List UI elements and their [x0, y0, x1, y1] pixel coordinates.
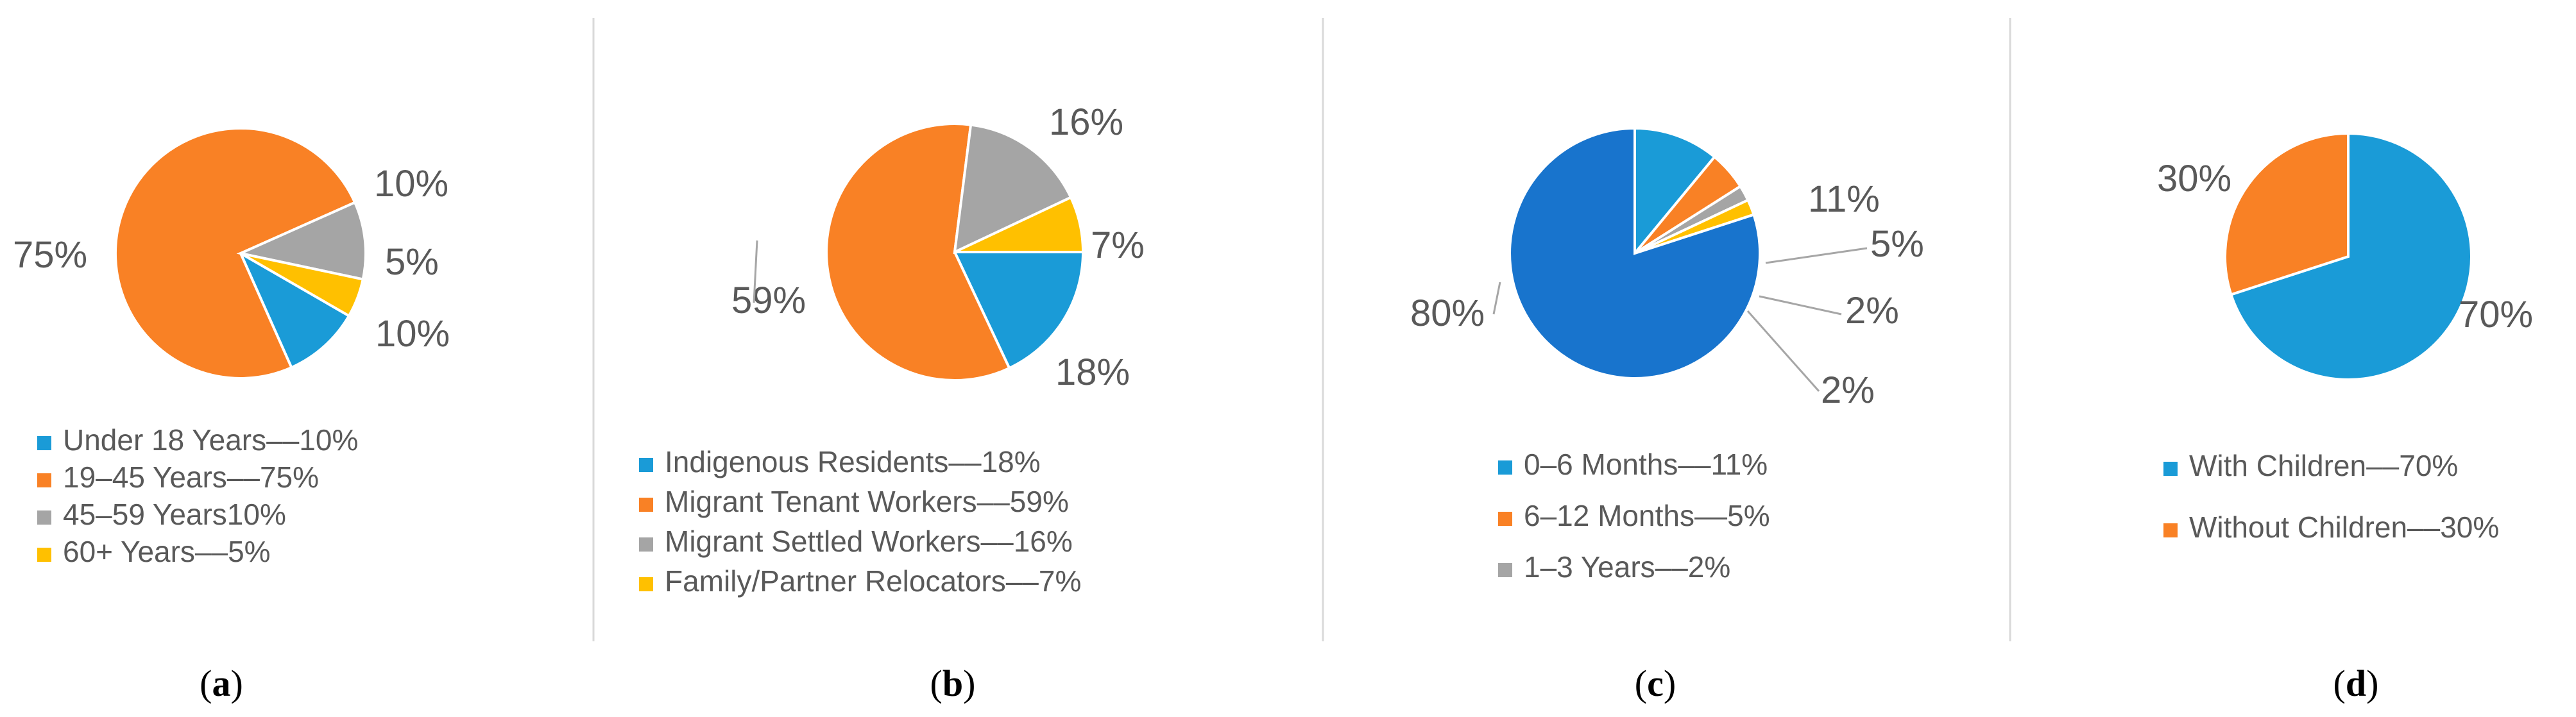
- legend-swatch: [1498, 512, 1512, 526]
- pie-slice: [1633, 126, 1717, 257]
- pie-chart-b: 18% 59% 16% 7% Indigenous Residents––18% Migr…: [639, 101, 1145, 704]
- pie-slice: [240, 252, 365, 318]
- slice-percent-label: 7%: [1091, 224, 1145, 266]
- legend-swatch: [37, 473, 51, 487]
- pie-slice: [953, 123, 1073, 255]
- slice-percent-label: 2%: [1845, 290, 1899, 332]
- panel-caption: (a): [200, 662, 243, 704]
- legend-label: Without Children––30%: [2189, 510, 2499, 544]
- slice-percent-label: 18%: [1055, 351, 1130, 393]
- legend-label: Migrant Settled Workers––16%: [665, 525, 1073, 558]
- panel-caption: (d): [2333, 662, 2379, 704]
- legend-label: Family/Partner Relocators––7%: [665, 564, 1081, 598]
- slice-percent-label: 16%: [1049, 101, 1123, 143]
- pie-slice: [825, 122, 1011, 382]
- leader-line: [1746, 310, 1820, 392]
- legend-swatch: [639, 458, 653, 472]
- legend-swatch: [37, 510, 51, 525]
- slice-percent-label: 10%: [375, 313, 450, 355]
- legend-swatch: [37, 436, 51, 450]
- legend-swatch: [2163, 462, 2178, 476]
- leader-line: [1759, 295, 1842, 316]
- slice-percent-label: 80%: [1410, 292, 1485, 334]
- pie-slice: [1508, 126, 1762, 380]
- slice-percent-label: 75%: [13, 234, 87, 276]
- legend-label: Indigenous Residents––18%: [665, 445, 1041, 478]
- legend-label: Under 18 Years––10%: [63, 423, 358, 457]
- pie-slice: [114, 127, 357, 380]
- leader-line: [753, 240, 758, 303]
- legend-label: 19–45 Years––75%: [63, 460, 319, 494]
- legend-label: Migrant Tenant Workers––59%: [665, 485, 1069, 518]
- slice-percent-label: 2%: [1821, 369, 1875, 411]
- pie-slice: [236, 201, 367, 281]
- legend-swatch: [639, 498, 653, 512]
- slice-percent-label: 10%: [374, 163, 448, 205]
- legend-swatch: [1498, 460, 1512, 475]
- panel-caption: (c): [1635, 662, 1676, 704]
- slice-percent-label: 70%: [2459, 294, 2533, 335]
- legend-label: 6–12 Months––5%: [1524, 499, 1770, 532]
- pie-chart-a: 10% 75% 10% 5% Under 18 Years––10%19–45 Year…: [13, 127, 450, 704]
- legend-swatch: [1498, 563, 1512, 577]
- legend-label: 0–6 Months––11%: [1524, 448, 1768, 481]
- slice-percent-label: 11%: [1808, 178, 1880, 220]
- legend-swatch: [639, 537, 653, 552]
- legend-swatch: [2163, 523, 2178, 537]
- pie-slice: [952, 251, 1085, 370]
- pie-slice: [237, 250, 351, 369]
- panel-caption: (b): [930, 662, 976, 704]
- slice-percent-label: 5%: [1870, 223, 1924, 265]
- pie-slice: [954, 196, 1085, 253]
- legend-label: 60+ Years––5%: [63, 535, 271, 568]
- legend-label: With Children––70%: [2189, 449, 2458, 482]
- slice-percent-label: 30%: [2157, 158, 2231, 199]
- slice-percent-label: 5%: [385, 241, 439, 283]
- leader-line: [1492, 282, 1501, 315]
- pie-slice: [2229, 131, 2473, 381]
- slice-percent-label: 59%: [731, 280, 806, 321]
- leader-line: [1765, 247, 1868, 264]
- legend-swatch: [37, 548, 51, 562]
- pie-chart-d: 70% 30% With Children––70% Without Children…: [2157, 131, 2533, 704]
- legend-swatch: [639, 577, 653, 591]
- pie-slice: [2224, 131, 2350, 296]
- legend-label: 45–59 Years10%: [63, 498, 286, 531]
- legend-label: 1–3 Years––2%: [1524, 550, 1730, 584]
- pie-chart-c: 11%5% 2% 2% 80% 0–6 Months––11% 6–12 Months––…: [1410, 126, 1924, 704]
